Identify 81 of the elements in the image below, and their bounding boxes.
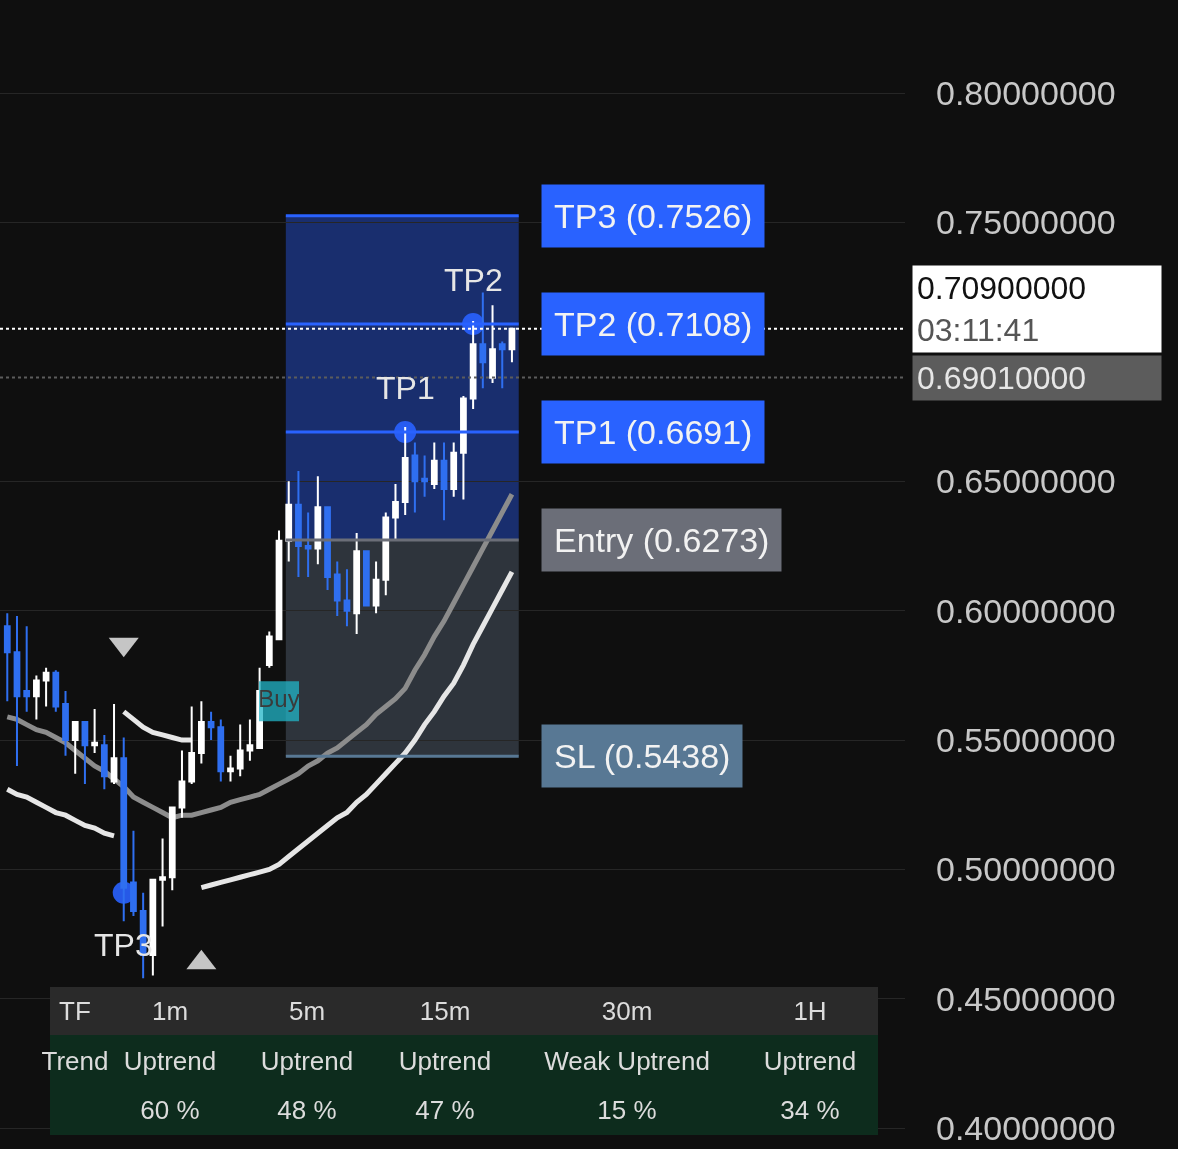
y-tick-label: 0.80000000: [936, 74, 1116, 113]
y-tick-label: 0.65000000: [936, 462, 1116, 501]
annotation: TF: [59, 995, 91, 1027]
candlestick: [110, 702, 118, 786]
candlestick: [353, 532, 361, 636]
candlestick: [362, 550, 370, 607]
candlestick: [304, 511, 312, 579]
candlestick: [401, 425, 409, 516]
text: Uptrend: [763, 1045, 857, 1077]
annotation: Uptrend: [260, 1045, 354, 1077]
candlestick: [295, 469, 302, 579]
ref-line-label: TP3 (0.7526): [554, 197, 753, 235]
candlestick: [265, 630, 273, 669]
candlestick: [52, 669, 60, 713]
candlestick: [23, 625, 31, 713]
text: Weak Uptrend: [544, 1045, 710, 1077]
candlestick: [333, 560, 341, 617]
candlestick: [178, 749, 186, 819]
candlestick: [188, 705, 196, 786]
text: 30m: [601, 995, 653, 1027]
candlestick: [430, 441, 438, 491]
candlestick: [3, 612, 11, 703]
candlestick: [227, 754, 234, 783]
candlestick: [130, 829, 137, 918]
y-tick-label: 0.40000000: [936, 1109, 1116, 1148]
candlestick: [71, 721, 79, 775]
ref-line-label: SL (0.5438): [554, 737, 731, 775]
ref-line-label: TP1 (0.6691): [554, 413, 753, 451]
data-label: TP2: [444, 262, 503, 298]
candlestick: [236, 723, 244, 778]
ref-line-label: TP2 (0.7108): [554, 305, 753, 343]
candlestick: [440, 441, 448, 522]
candlestick: [285, 480, 293, 563]
y-tick-label: 0.75000000: [936, 203, 1116, 242]
candlestick: [13, 614, 21, 767]
candlestick: [343, 568, 351, 628]
y-tick-label: 0.45000000: [936, 979, 1116, 1018]
candlestick: [100, 733, 108, 791]
candlestick: [168, 806, 176, 892]
data-label: TP1: [376, 370, 435, 406]
candlestick: [81, 721, 89, 786]
y-tick-label: 0.50000000: [936, 850, 1116, 889]
candlestick: [460, 394, 467, 501]
candlestick: [372, 560, 380, 615]
ref-line-label: 0.69010000: [917, 360, 1087, 396]
annotation: Trend: [41, 1045, 109, 1077]
candlestick: [382, 511, 390, 597]
annotation: 60 %: [140, 1094, 200, 1126]
text: 15 %: [597, 1094, 657, 1126]
candlestick: [246, 718, 254, 762]
candlestick: [91, 708, 98, 755]
candlestick: [498, 340, 506, 390]
candlestick: [324, 506, 331, 592]
annotation: Uptrend: [398, 1045, 492, 1077]
ref-line-label: 0.70900000 03:11:41: [917, 270, 1087, 348]
candlestick: [120, 736, 128, 923]
candlestick: [217, 718, 225, 783]
candlestick: [198, 700, 205, 765]
annotation: 15m: [419, 995, 471, 1027]
annotation: Uptrend: [123, 1045, 217, 1077]
candlestick: [392, 482, 399, 542]
y-tick-label: 0.55000000: [936, 721, 1116, 760]
candlestick: [62, 689, 69, 757]
candlestick: [159, 837, 166, 928]
candlestick: [33, 674, 40, 721]
candlestick: [275, 529, 283, 641]
candlestick: [411, 441, 419, 514]
candlestick: [421, 454, 428, 498]
candlestick: [450, 441, 458, 498]
annotation: 48 %: [277, 1094, 337, 1126]
y-tick-label: 0.60000000: [936, 591, 1116, 630]
annotation: 1m: [151, 995, 189, 1027]
candlestick: [207, 710, 215, 742]
ref-line-label: Entry (0.6273): [554, 521, 770, 559]
annotation: 5m: [288, 995, 326, 1027]
candlestick: [479, 291, 487, 390]
candlestick: [42, 666, 50, 708]
candlestick: [314, 475, 322, 566]
text: 34 %: [780, 1094, 840, 1126]
text: 1H: [793, 995, 827, 1027]
annotation: 47 %: [415, 1094, 475, 1126]
